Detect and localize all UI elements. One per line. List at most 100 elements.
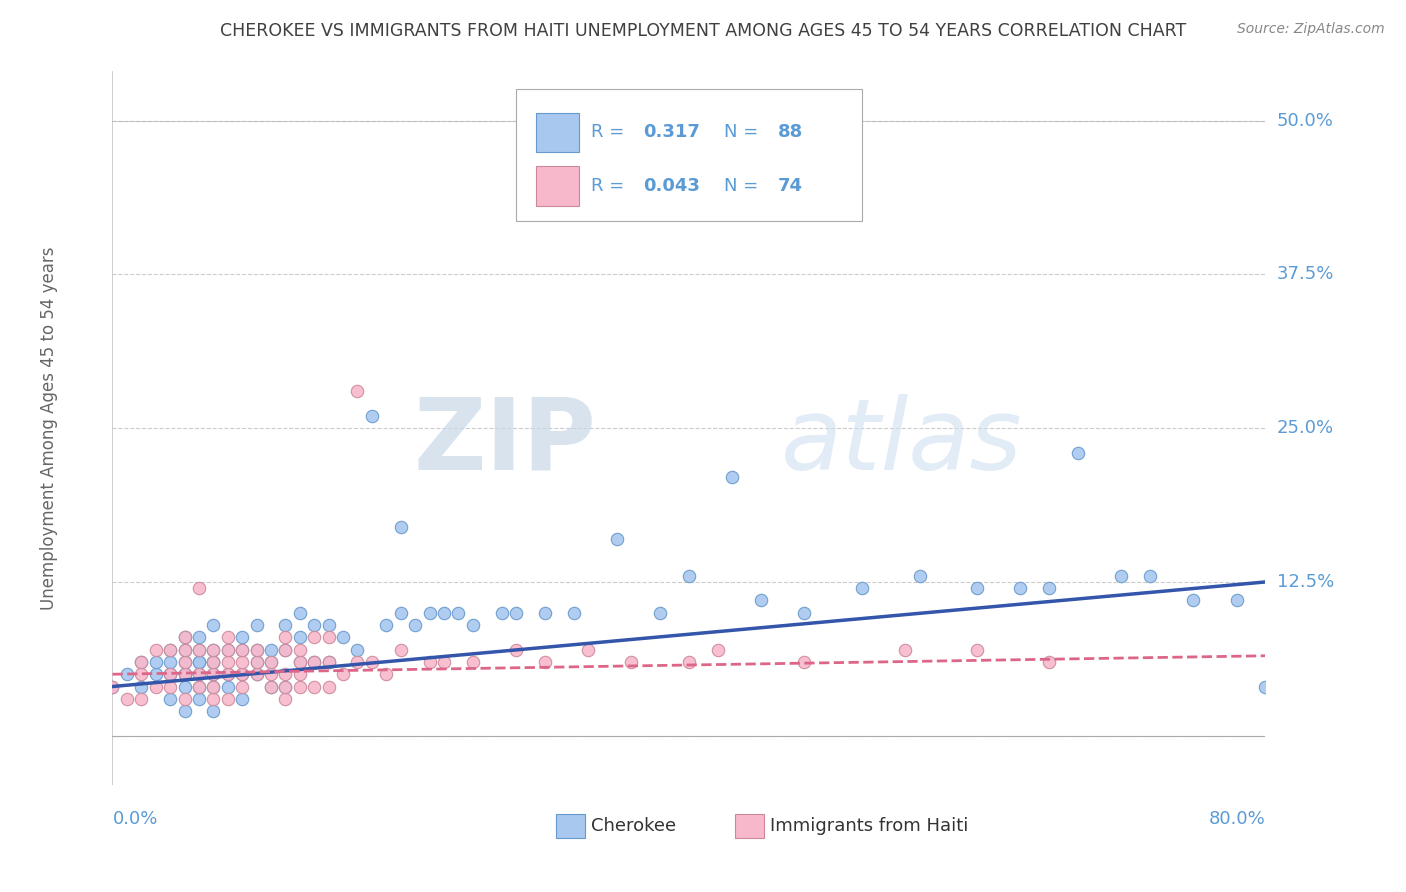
Point [260, 655, 283, 669]
Point [173, 642, 195, 657]
Point [274, 642, 297, 657]
Point [159, 667, 181, 681]
Point [678, 569, 700, 583]
Bar [735, 814, 763, 838]
Point [749, 593, 772, 607]
Point [129, 680, 153, 694]
Point [159, 680, 181, 694]
Point [188, 642, 211, 657]
Point [246, 655, 269, 669]
Text: 25.0%: 25.0% [1277, 419, 1334, 437]
Point [246, 667, 269, 681]
Point [346, 655, 368, 669]
Point [505, 606, 527, 620]
Point [491, 606, 513, 620]
Point [1038, 655, 1060, 669]
Point [1226, 593, 1249, 607]
Point [202, 680, 225, 694]
Point [231, 680, 253, 694]
Point [966, 581, 988, 595]
Point [188, 667, 211, 681]
Bar [536, 166, 579, 205]
Point [318, 630, 340, 644]
Point [145, 642, 167, 657]
Point [260, 655, 283, 669]
Point [389, 642, 412, 657]
Point [173, 704, 195, 718]
Point [576, 642, 599, 657]
Point [318, 680, 340, 694]
Point [793, 655, 815, 669]
Point [1038, 581, 1060, 595]
Point [188, 680, 211, 694]
Point [274, 680, 297, 694]
Point [433, 655, 456, 669]
Point [894, 642, 917, 657]
Point [101, 680, 124, 694]
Text: ZIP: ZIP [413, 394, 596, 491]
Text: Cherokee: Cherokee [591, 817, 676, 835]
Text: R =: R = [591, 177, 630, 194]
Point [159, 667, 181, 681]
Text: atlas: atlas [782, 394, 1022, 491]
Point [288, 667, 311, 681]
Point [159, 655, 181, 669]
Text: 74: 74 [778, 177, 803, 194]
Point [346, 642, 368, 657]
Point [231, 691, 253, 706]
Point [534, 655, 557, 669]
Point [115, 691, 138, 706]
Point [274, 618, 297, 632]
Point [217, 680, 239, 694]
Point [202, 655, 225, 669]
Point [129, 667, 153, 681]
Point [173, 680, 195, 694]
Point [188, 680, 211, 694]
Point [202, 642, 225, 657]
Point [461, 618, 484, 632]
Text: 37.5%: 37.5% [1277, 265, 1334, 284]
Point [231, 642, 253, 657]
Text: 0.0%: 0.0% [112, 810, 157, 828]
Point [202, 704, 225, 718]
Point [173, 691, 195, 706]
Point [274, 680, 297, 694]
Point [173, 655, 195, 669]
Point [851, 581, 873, 595]
Point [288, 630, 311, 644]
Point [173, 642, 195, 657]
Point [389, 519, 412, 533]
Point [419, 655, 441, 669]
Point [159, 667, 181, 681]
Point [202, 667, 225, 681]
Point [115, 667, 138, 681]
Point [404, 618, 426, 632]
Point [360, 409, 382, 423]
Text: N =: N = [724, 177, 763, 194]
Point [1254, 680, 1277, 694]
Point [188, 655, 211, 669]
Point [318, 618, 340, 632]
Point [246, 667, 269, 681]
FancyBboxPatch shape [516, 89, 862, 221]
Point [173, 667, 195, 681]
Point [1182, 593, 1205, 607]
Point [304, 630, 326, 644]
Point [260, 667, 283, 681]
Text: 88: 88 [778, 123, 803, 141]
Point [1139, 569, 1161, 583]
Point [389, 606, 412, 620]
Point [231, 642, 253, 657]
Point [721, 200, 744, 214]
Point [217, 642, 239, 657]
Point [246, 642, 269, 657]
Point [217, 667, 239, 681]
Point [288, 606, 311, 620]
Bar [536, 112, 579, 152]
Point [650, 606, 672, 620]
Point [288, 655, 311, 669]
Point [129, 691, 153, 706]
Point [534, 606, 557, 620]
Text: 0.043: 0.043 [643, 177, 700, 194]
Point [304, 655, 326, 669]
